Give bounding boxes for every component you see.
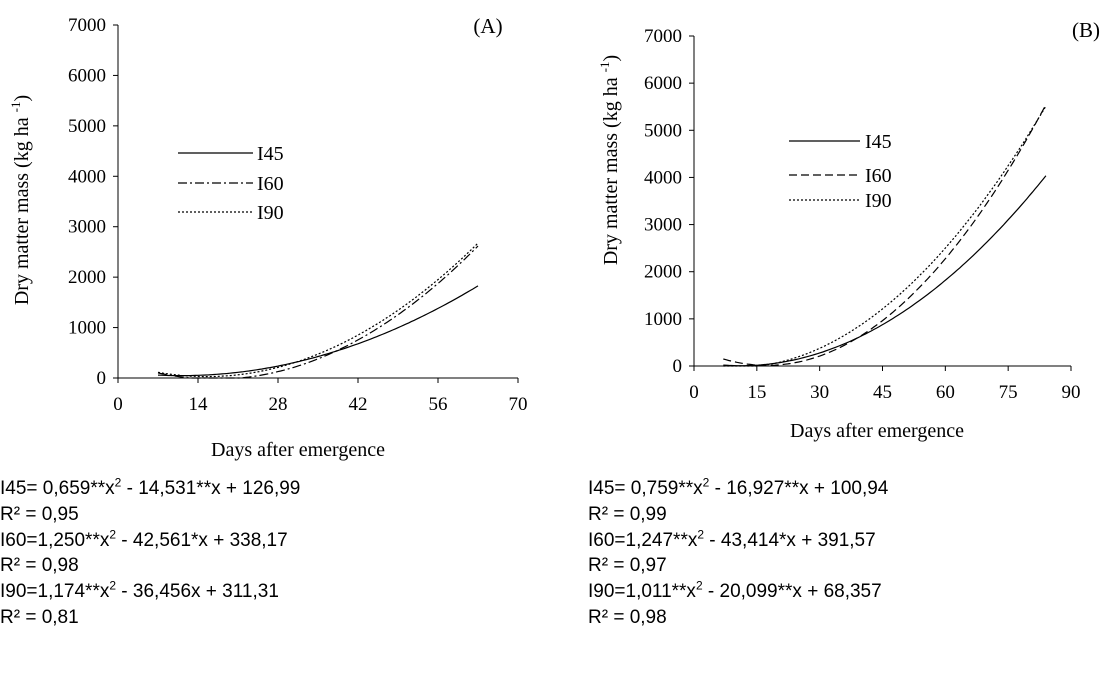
equation-text: - 43,414*x + 391,57 — [704, 529, 876, 551]
chart-b-y-tick-label: 4000 — [644, 167, 682, 188]
equation-text: - 16,927**x + 100,94 — [709, 478, 889, 499]
chart-b-x-tick-label: 0 — [689, 382, 699, 403]
equation-exponent: 2 — [109, 578, 117, 593]
chart-a-series-line-i60 — [157, 245, 479, 379]
chart-b-legend-label-i90: I90 — [865, 190, 892, 212]
equation-exponent: 2 — [702, 475, 710, 490]
equation-exponent: 2 — [109, 527, 117, 542]
chart-a-svg: 0 1000 2000 3000 4000 5000 6000 7000 0 14 28 42 56 70… — [8, 14, 528, 461]
chart-a-y-tick-label: 1000 — [68, 318, 106, 339]
chart-b-series-line-i90 — [723, 105, 1047, 367]
chart-a-equation-line: R² = 0,95 — [0, 502, 300, 528]
chart-a-y-tick-label: 5000 — [68, 116, 106, 137]
chart-a-y-axis-label-main: Dry matter mass (kg ha — [11, 112, 33, 305]
chart-b-series-line-i45 — [723, 175, 1047, 367]
chart-b-equation-line: R² = 0,97 — [588, 553, 888, 579]
chart-b-equation-line: R² = 0,98 — [588, 605, 888, 631]
chart-b-y-axis-label-sup: -1 — [597, 62, 612, 73]
chart-a-x-tick-label: 42 — [349, 394, 368, 415]
equations-block-a: I45= 0,659**x2 - 14,531**x + 126,99 R² = … — [0, 476, 300, 631]
chart-b-y-tick-label: 3000 — [644, 215, 682, 236]
chart-b-x-tick-label: 75 — [999, 382, 1018, 403]
chart-a-legend-label-i45: I45 — [257, 143, 284, 165]
chart-b-y-tick-label: 6000 — [644, 73, 682, 94]
equation-text: I90=1,174**x — [0, 581, 110, 603]
equation-text: R² = 0,99 — [588, 503, 667, 525]
chart-a-y-tick-label: 2000 — [68, 267, 106, 288]
chart-b-y-tick-label: 5000 — [644, 120, 682, 141]
chart-a-y-tick-label: 0 — [97, 368, 107, 389]
chart-b-equation-line: R² = 0,99 — [588, 502, 888, 528]
chart-b-x-tick-label: 45 — [873, 382, 892, 403]
chart-b-equation-line: I60=1,247**x2 - 43,414*x + 391,57 — [588, 528, 888, 554]
chart-b-y-axis-label-end: ) — [600, 55, 622, 62]
chart-b-x-tick-label: 90 — [1062, 382, 1081, 403]
equation-text: - 42,561*x + 338,17 — [116, 529, 288, 551]
chart-a-equation-line: I45= 0,659**x2 - 14,531**x + 126,99 — [0, 476, 300, 502]
equation-text: - 14,531**x + 126,99 — [121, 478, 301, 499]
chart-panel-b: 0 1000 2000 3000 4000 5000 6000 7000 0 15 30 45 60 75… — [555, 0, 1107, 470]
chart-b-x-tick-label: 15 — [747, 382, 766, 403]
equation-text: - 20,099**x + 68,357 — [702, 581, 882, 603]
chart-a-equation-line: I60=1,250**x2 - 42,561*x + 338,17 — [0, 528, 300, 554]
equation-exponent: 2 — [114, 475, 122, 490]
chart-a-equation-line: R² = 0,98 — [0, 553, 300, 579]
chart-a-x-tick-label: 28 — [269, 394, 288, 415]
equation-exponent: 2 — [695, 578, 703, 593]
chart-b-legend-label-i60: I60 — [865, 165, 892, 187]
chart-a-series-line-i45 — [157, 285, 479, 377]
chart-b-equation-line: I45= 0,759**x2 - 16,927**x + 100,94 — [588, 476, 888, 502]
chart-b-svg: 0 1000 2000 3000 4000 5000 6000 7000 0 15 30 45 60 75… — [597, 18, 1100, 442]
equation-text: I90=1,011**x — [588, 581, 696, 603]
chart-a-y-axis-label-sup: -1 — [8, 102, 23, 113]
chart-b-y-axis-label-main: Dry matter mass (kg ha — [600, 72, 622, 265]
equation-text: - 36,456x + 311,31 — [116, 581, 279, 603]
chart-b-y-tick-label: 2000 — [644, 262, 682, 283]
equations-block-b: I45= 0,759**x2 - 16,927**x + 100,94 R² = … — [588, 476, 888, 631]
chart-a-equation-line: R² = 0,81 — [0, 605, 300, 631]
chart-b-panel-label: (B) — [1072, 18, 1100, 42]
chart-a-x-tick-label: 0 — [113, 394, 123, 415]
chart-a-y-tick-label: 7000 — [68, 15, 106, 36]
chart-a-legend-label-i60: I60 — [257, 173, 284, 195]
chart-a-equation-line: I90=1,174**x2 - 36,456x + 311,31 — [0, 579, 300, 605]
chart-b-y-tick-label: 0 — [673, 356, 683, 377]
equation-exponent: 2 — [697, 527, 705, 542]
equation-text: I60=1,247**x — [588, 529, 698, 551]
equation-text: R² = 0,97 — [588, 555, 667, 577]
equation-text: R² = 0,98 — [588, 606, 667, 628]
equation-text: R² = 0,95 — [0, 503, 79, 525]
equation-text: I60=1,250**x — [0, 529, 110, 551]
chart-a-panel-label: (A) — [473, 14, 502, 38]
chart-b-equation-line: I90=1,011**x2 - 20,099**x + 68,357 — [588, 579, 888, 605]
chart-a-x-tick-label: 14 — [189, 394, 209, 415]
chart-a-y-tick-label: 3000 — [68, 217, 106, 238]
chart-a-y-tick-label: 4000 — [68, 166, 106, 187]
chart-a-y-axis-label-end: ) — [11, 95, 33, 102]
chart-a-x-tick-label: 70 — [509, 394, 528, 415]
chart-b-series-line-i60 — [723, 104, 1047, 367]
chart-a-series-line-i90 — [157, 242, 479, 378]
chart-b-y-tick-label: 7000 — [644, 26, 682, 47]
chart-a-x-tick-label: 56 — [429, 394, 448, 415]
chart-b-x-tick-label: 60 — [936, 382, 955, 403]
chart-b-x-tick-label: 30 — [810, 382, 829, 403]
equation-text: I45= 0,759**x — [588, 478, 703, 499]
chart-b-legend-label-i45: I45 — [865, 131, 892, 153]
chart-a-y-tick-label: 6000 — [68, 65, 106, 86]
chart-a-x-axis-label: Days after emergence — [211, 439, 385, 461]
chart-b-y-tick-label: 1000 — [644, 309, 682, 330]
equation-text: R² = 0,81 — [0, 606, 79, 628]
chart-a-legend-label-i90: I90 — [257, 202, 284, 224]
chart-a-y-axis-label: Dry matter mass (kg ha -1) — [8, 95, 33, 305]
equation-text: I45= 0,659**x — [0, 478, 115, 499]
chart-b-x-axis-label: Days after emergence — [790, 420, 964, 442]
chart-b-y-axis-label: Dry matter mass (kg ha -1) — [597, 55, 622, 265]
equation-text: R² = 0,98 — [0, 555, 79, 577]
chart-panel-a: 0 1000 2000 3000 4000 5000 6000 7000 0 14 28 42 56 70… — [0, 0, 540, 470]
